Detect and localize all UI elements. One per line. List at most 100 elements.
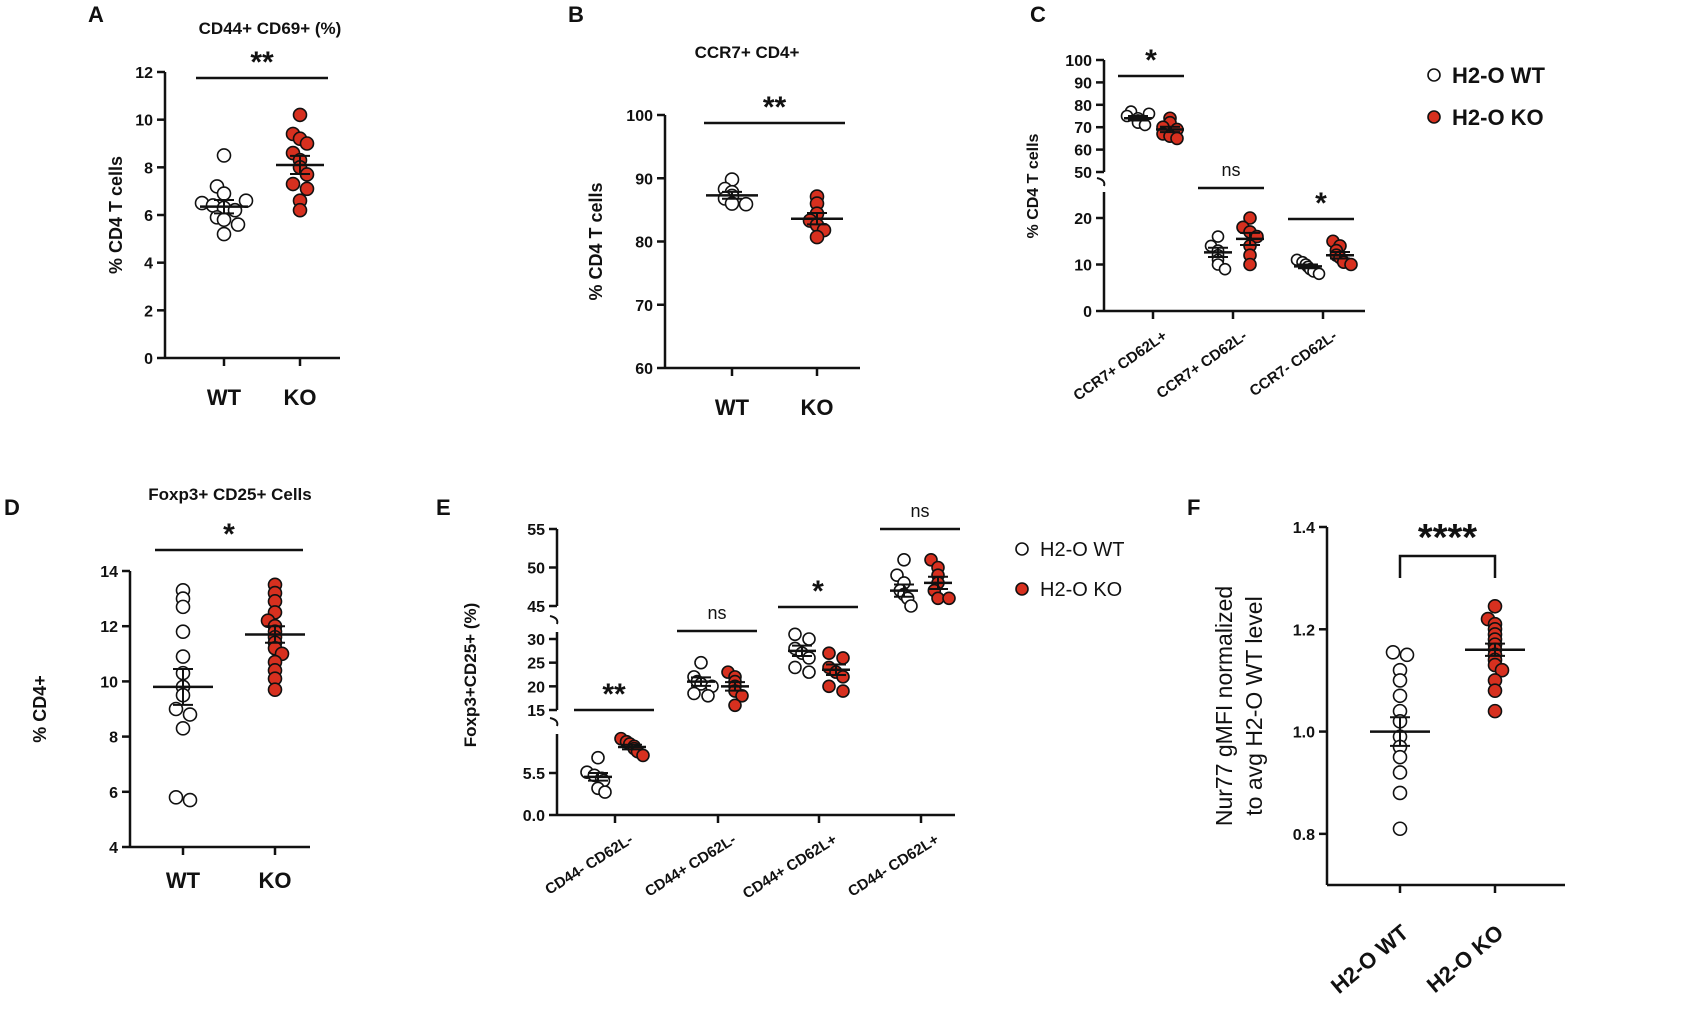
panel-e-ytick-50-label: 50 [527, 561, 545, 578]
panel-a-point-ko [292, 107, 308, 123]
panel-c-y-label: % CD4 T cells [1025, 133, 1042, 238]
panel-a-point-wt [216, 226, 232, 242]
panel-e-point-ko [822, 646, 836, 661]
panel-a-point-ko [285, 176, 301, 192]
panel-f-letter: F [1187, 495, 1200, 520]
panel-e-point-ko [836, 651, 850, 665]
panel-a-sig-label: ** [250, 46, 274, 79]
panel-e-point-wt [802, 665, 816, 679]
panel-a-letter: A [88, 2, 104, 27]
panel-e-category-1: CD44+ CD62L- [642, 831, 739, 900]
panel-c-sig-label-2: * [1315, 187, 1327, 220]
panel-f-ytick-1.2-label: 1.2 [1293, 622, 1315, 639]
panel-f-point-h2-o-wt [1399, 647, 1415, 663]
panel-a-point-wt [216, 186, 232, 201]
panel-d-point-wt [175, 721, 191, 736]
panel-d-ytick-4-label: 4 [109, 840, 118, 857]
panel-c-legend-wt: H2-O WT [1452, 63, 1545, 88]
panel-e-letter: E [436, 495, 451, 520]
panel-b-sig-label: ** [763, 91, 787, 124]
panel-b-point-wt [738, 196, 754, 212]
panel-e-point-ko [636, 748, 650, 763]
panel-a-point-wt [238, 193, 254, 208]
panel-e-point-wt [788, 627, 802, 642]
panel-c-point-wt [1218, 262, 1232, 276]
panel-c-ytick-90-label: 90 [1074, 75, 1092, 92]
panel-f-point-h2-o-wt [1385, 644, 1401, 660]
panel-a-point-ko [292, 202, 308, 218]
panel-c-point-ko [1170, 131, 1184, 146]
panel-e-sig-label-1: ns [707, 603, 726, 623]
panel-f-point-h2-o-wt [1392, 821, 1408, 837]
panel-a-point-ko [299, 136, 315, 151]
panel-e-ytick-55-label: 55 [527, 522, 545, 539]
panel-a-point-wt [216, 148, 232, 163]
panel-b-ytick-80-label: 80 [635, 235, 653, 252]
panel-c-point-wt [1211, 230, 1225, 243]
panel-e-sig-label-2: * [812, 575, 824, 608]
panel-e-point-ko [728, 698, 742, 713]
panel-e-point-ko [942, 591, 956, 606]
panel-e-ytick-20-label: 20 [527, 679, 545, 696]
panel-e-ytick-0.0-label: 0.0 [523, 808, 545, 825]
panel-c-point-ko [1344, 257, 1358, 272]
panel-f-point-h2-o-ko [1487, 598, 1503, 614]
panel-f-point-h2-o-ko [1487, 703, 1503, 719]
panel-f-y-label-0: Nur77 gMFI normalized [1211, 586, 1237, 826]
panel-f-category-0: H2-O WT [1326, 919, 1414, 998]
panel-d-letter: D [4, 495, 20, 520]
panel-d-point-wt [175, 649, 191, 664]
panel-f-sig-label: **** [1418, 517, 1477, 559]
panel-e-axis-break-2 [549, 717, 559, 727]
panel-c-ytick-50-label: 50 [1074, 165, 1092, 182]
panel-f-point-h2-o-wt [1392, 688, 1408, 704]
panel-e-axis-break-1 [549, 615, 559, 625]
panel-c-sig-label-0: * [1145, 44, 1157, 77]
panel-d-ytick-6-label: 6 [109, 785, 118, 802]
panel-e-ytick-25-label: 25 [527, 656, 545, 673]
panel-f-point-h2-o-ko [1487, 683, 1503, 698]
panel-c-legend-ko: H2-O KO [1452, 105, 1544, 130]
panel-e-point-ko [822, 679, 836, 694]
panel-a-point-ko [299, 181, 315, 197]
panel-e-category-0: CD44- CD62L- [542, 831, 636, 898]
panel-d-point-wt [182, 707, 198, 722]
panel-e-legend-ko: H2-O KO [1040, 579, 1122, 601]
panel-c-axis-break [1096, 177, 1106, 187]
panel-a-ytick-6-label: 6 [144, 208, 153, 225]
panel-f-ytick-0.8-label: 0.8 [1293, 827, 1315, 844]
panel-f-category-1: H2-O KO [1422, 920, 1508, 998]
panel-f-point-h2-o-wt [1392, 765, 1408, 780]
panel-e-point-wt [591, 750, 605, 765]
panel-c-point-wt [1312, 267, 1326, 281]
panel-e-category-3: CD44- CD62L+ [845, 831, 942, 901]
panel-e-ytick-5.5-label: 5.5 [523, 766, 545, 783]
panel-e-point-wt [694, 655, 708, 670]
panel-e-legend-wt: H2-O WT [1040, 539, 1124, 561]
panel-e-point-wt [701, 688, 715, 703]
panel-e-point-wt [802, 651, 816, 665]
panel-c-legend-ko-marker [1427, 110, 1441, 124]
panel-e-legend-ko-marker [1015, 582, 1029, 596]
panel-d-ytick-10-label: 10 [100, 674, 118, 691]
panel-c-sig-label-1: ns [1221, 160, 1240, 180]
panel-a-category-1: KO [284, 385, 317, 410]
panel-a-ytick-12-label: 12 [135, 65, 153, 82]
panel-a-ytick-0-label: 0 [144, 351, 153, 368]
panel-b-y-label: % CD4 T cells [586, 182, 606, 300]
panel-f-point-h2-o-wt [1392, 785, 1408, 801]
panel-b-ytick-90-label: 90 [635, 171, 653, 188]
panel-e-point-wt [598, 785, 612, 799]
panel-a-category-0: WT [207, 385, 242, 410]
panel-e-y-label: Foxp3+CD25+ (%) [461, 603, 480, 748]
panel-f-point-h2-o-ko [1494, 662, 1510, 678]
panel-c-ytick-20-label: 20 [1074, 211, 1092, 228]
panel-f-point-h2-o-wt [1392, 673, 1408, 688]
panel-d-category-1: KO [259, 868, 292, 893]
panel-f-ytick-1.4-label: 1.4 [1293, 520, 1315, 537]
panel-b-point-ko [809, 229, 825, 245]
panel-c-point-ko [1243, 211, 1257, 225]
panel-f-sig-bracket [1398, 554, 1497, 578]
panel-d-point-ko [267, 682, 283, 697]
